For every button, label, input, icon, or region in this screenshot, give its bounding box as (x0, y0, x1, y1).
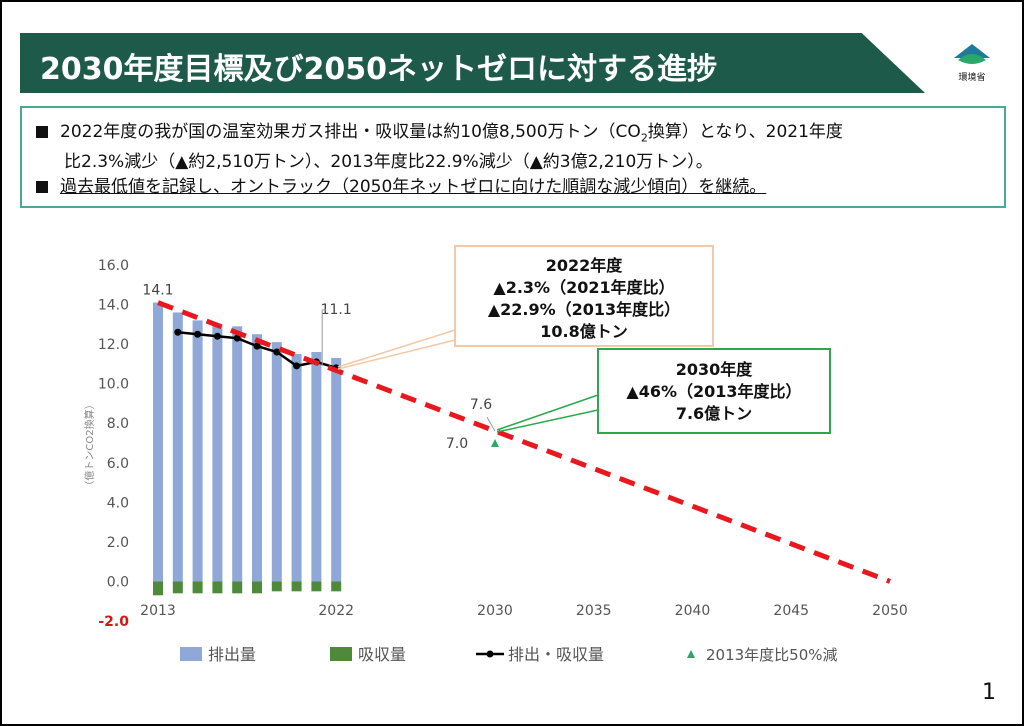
emission-bar (172, 312, 183, 582)
target-marker (491, 439, 499, 447)
net-line-point (253, 342, 261, 350)
emission-bar (252, 334, 262, 582)
bullet-2-text: 過去最低値を記録し、オントラック（2050年ネットゼロに向けた順調な減少傾向）を… (60, 177, 767, 197)
callout-2022-box (454, 245, 714, 347)
legend-swatch-net-point (486, 650, 494, 658)
absorption-bar (172, 581, 183, 594)
callout-2022-line4: 10.8億トン (540, 322, 627, 341)
legend-label: 排出・吸収量 (508, 645, 604, 664)
legend-label: 2013年度比50%減 (706, 646, 838, 664)
legend-swatch-target (687, 650, 695, 658)
title-bar (20, 33, 925, 93)
callout-2030-box (597, 348, 831, 434)
emission-bar (212, 324, 223, 582)
x-tick-label: 2022 (318, 603, 354, 619)
data-label: 14.1 (142, 283, 173, 299)
absorption-bar (153, 581, 163, 596)
absorption-bar (192, 581, 203, 594)
emission-bar (153, 302, 163, 582)
net-line-point (233, 334, 241, 342)
absorption-bar (252, 581, 262, 594)
callout-2022-leader (337, 339, 456, 370)
emission-bar (232, 326, 243, 582)
y-tick-label: 8.0 (107, 416, 129, 432)
y-tick-label: 10.0 (98, 377, 129, 393)
page-title: 2030年度目標及び2050ネットゼロに対する進捗 (40, 52, 717, 87)
x-tick-label: 2030 (477, 603, 513, 619)
x-tick-label: 2050 (872, 603, 908, 619)
emission-bar (271, 342, 282, 582)
page-number: 1 (982, 680, 996, 705)
bullet-1-text-b: 換算）となり、2021年度 (647, 122, 843, 142)
callout-2022-line2: ▲2.3%（2021年度比） (493, 278, 674, 297)
bar-series (153, 302, 342, 596)
callout-2022-line3: ▲22.9%（2013年度比） (488, 300, 680, 319)
annotations: 14.1 11.1 7.6 7.0 (142, 283, 496, 452)
net-line-point (174, 328, 182, 336)
y-axis: -2.0 0.0 2.0 4.0 6.0 8.0 10.0 12.0 14.0 16.0 (98, 258, 129, 630)
y-tick-label: 0.0 (107, 574, 129, 590)
bullet-square-icon (36, 181, 48, 193)
logo-text: 環境省 (958, 71, 985, 83)
net-line-point (273, 348, 281, 356)
y-tick-label: 2.0 (107, 535, 129, 551)
absorption-bar (212, 581, 223, 594)
absorption-bar (291, 581, 302, 592)
bullet-square-icon (36, 126, 48, 138)
summary-bullet-2: 過去最低値を記録し、オントラック（2050年ネットゼロに向けた順調な減少傾向）を… (36, 175, 766, 200)
legend-label: 吸収量 (358, 645, 406, 664)
callout-2022-line1: 2022年度 (546, 256, 624, 275)
emission-bar (291, 354, 302, 582)
bullet-1-text-c: 比2.3%減少（▲約2,510万トン）、2013年度比22.9%減少（▲約3億2… (64, 152, 713, 173)
bullet-1-text-a: 2022年度の我が国の温室効果ガス排出・吸収量は約10億8,500万トン（CO (60, 122, 641, 142)
x-tick-label: 2013 (140, 603, 176, 619)
absorption-bar (331, 581, 342, 592)
legend-swatch-emission (180, 647, 202, 661)
callout-2030-leader (496, 394, 599, 431)
y-tick-label: 16.0 (98, 258, 129, 274)
trend-line-path (157, 300, 891, 584)
x-tick-label: 2045 (773, 603, 809, 619)
emission-bar (192, 320, 203, 582)
y-tick-label: -2.0 (98, 614, 129, 630)
summary-box: 2022年度の我が国の温室効果ガス排出・吸収量は約10億8,500万トン（CO2… (20, 106, 1006, 208)
net-line-point (213, 332, 221, 340)
summary-bullet-1: 2022年度の我が国の温室効果ガス排出・吸収量は約10億8,500万トン（CO2… (36, 120, 986, 175)
data-label: 7.0 (446, 436, 468, 452)
absorption-bar (232, 581, 243, 594)
legend-label: 排出量 (208, 645, 256, 664)
legend-swatch-absorption (330, 647, 352, 661)
callout-2030-leader (496, 409, 599, 433)
ministry-logo: 環境省 (954, 44, 990, 83)
net-line-point (293, 362, 301, 370)
absorption-bar (311, 581, 322, 592)
data-label: 7.6 (470, 397, 492, 413)
absorption-bar (271, 581, 282, 592)
data-label: 11.1 (321, 302, 352, 318)
trend-line (157, 300, 891, 584)
callout-2030-line1: 2030年度 (676, 360, 754, 379)
label-leader (486, 416, 496, 432)
y-tick-label: 14.0 (98, 298, 129, 314)
y-tick-label: 4.0 (107, 495, 129, 511)
callout-2030-line3: 7.6億トン (676, 404, 752, 423)
x-axis: 2013 2022 2030 2035 2040 2045 2050 (140, 603, 908, 619)
legend: 排出量 吸収量 排出・吸収量 2013年度比50%減 (180, 645, 838, 664)
x-tick-label: 2040 (675, 603, 711, 619)
net-line-point (194, 330, 202, 338)
x-tick-label: 2035 (576, 603, 612, 619)
emission-bar (331, 357, 342, 582)
callout-2022-leader (337, 329, 456, 368)
y-tick-label: 12.0 (98, 337, 129, 353)
y-axis-label: （億トンCO2換算） (83, 399, 96, 490)
co2-subscript: 2 (640, 131, 648, 145)
callout-2030-line2: ▲46%（2013年度比） (626, 382, 801, 401)
y-tick-label: 6.0 (107, 456, 129, 472)
emission-bar (311, 352, 322, 582)
